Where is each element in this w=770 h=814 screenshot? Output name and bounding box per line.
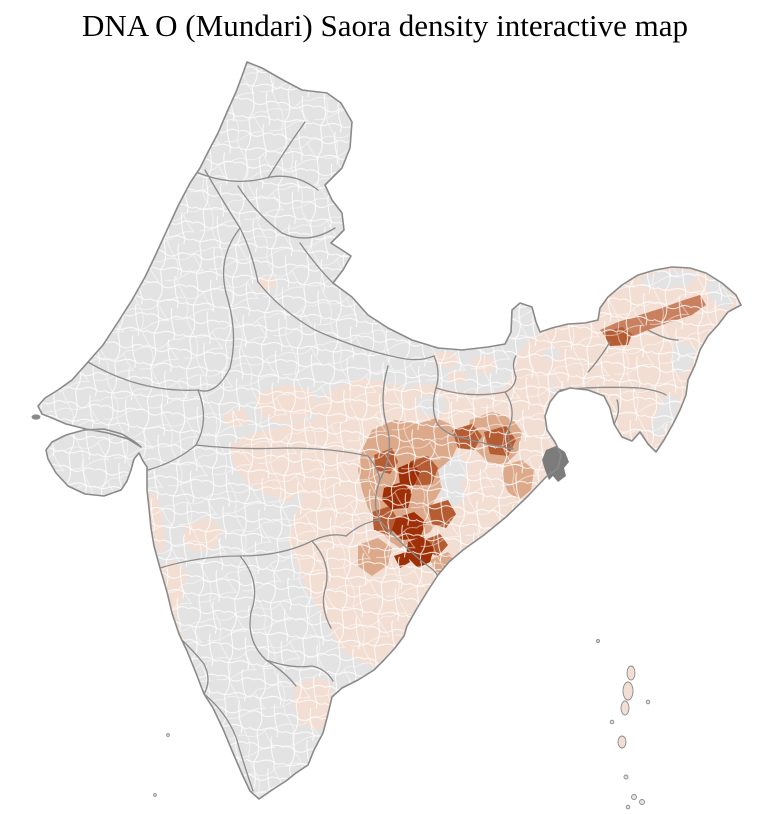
- state-borders: [87, 121, 679, 792]
- andaman-islands[interactable]: [596, 639, 651, 810]
- coastal-mangrove-patch: [542, 446, 569, 482]
- kutch-offshore-island: [31, 414, 41, 420]
- page-title: DNA O (Mundari) Saora density interactiv…: [81, 8, 689, 43]
- india-outer-border: [37, 61, 742, 800]
- district-mesh: [38, 62, 741, 799]
- lakshadweep-islands: [153, 733, 170, 797]
